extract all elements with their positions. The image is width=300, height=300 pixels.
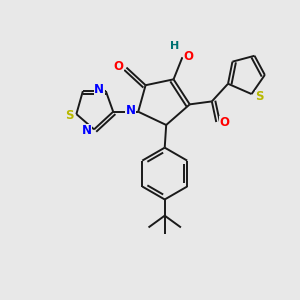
Text: N: N bbox=[82, 124, 92, 137]
Text: N: N bbox=[126, 104, 136, 117]
Text: O: O bbox=[184, 50, 194, 63]
Text: O: O bbox=[220, 116, 230, 129]
Text: H: H bbox=[169, 41, 179, 51]
Text: O: O bbox=[113, 61, 124, 74]
Text: S: S bbox=[65, 109, 74, 122]
Text: N: N bbox=[94, 83, 104, 96]
Text: S: S bbox=[255, 91, 264, 103]
